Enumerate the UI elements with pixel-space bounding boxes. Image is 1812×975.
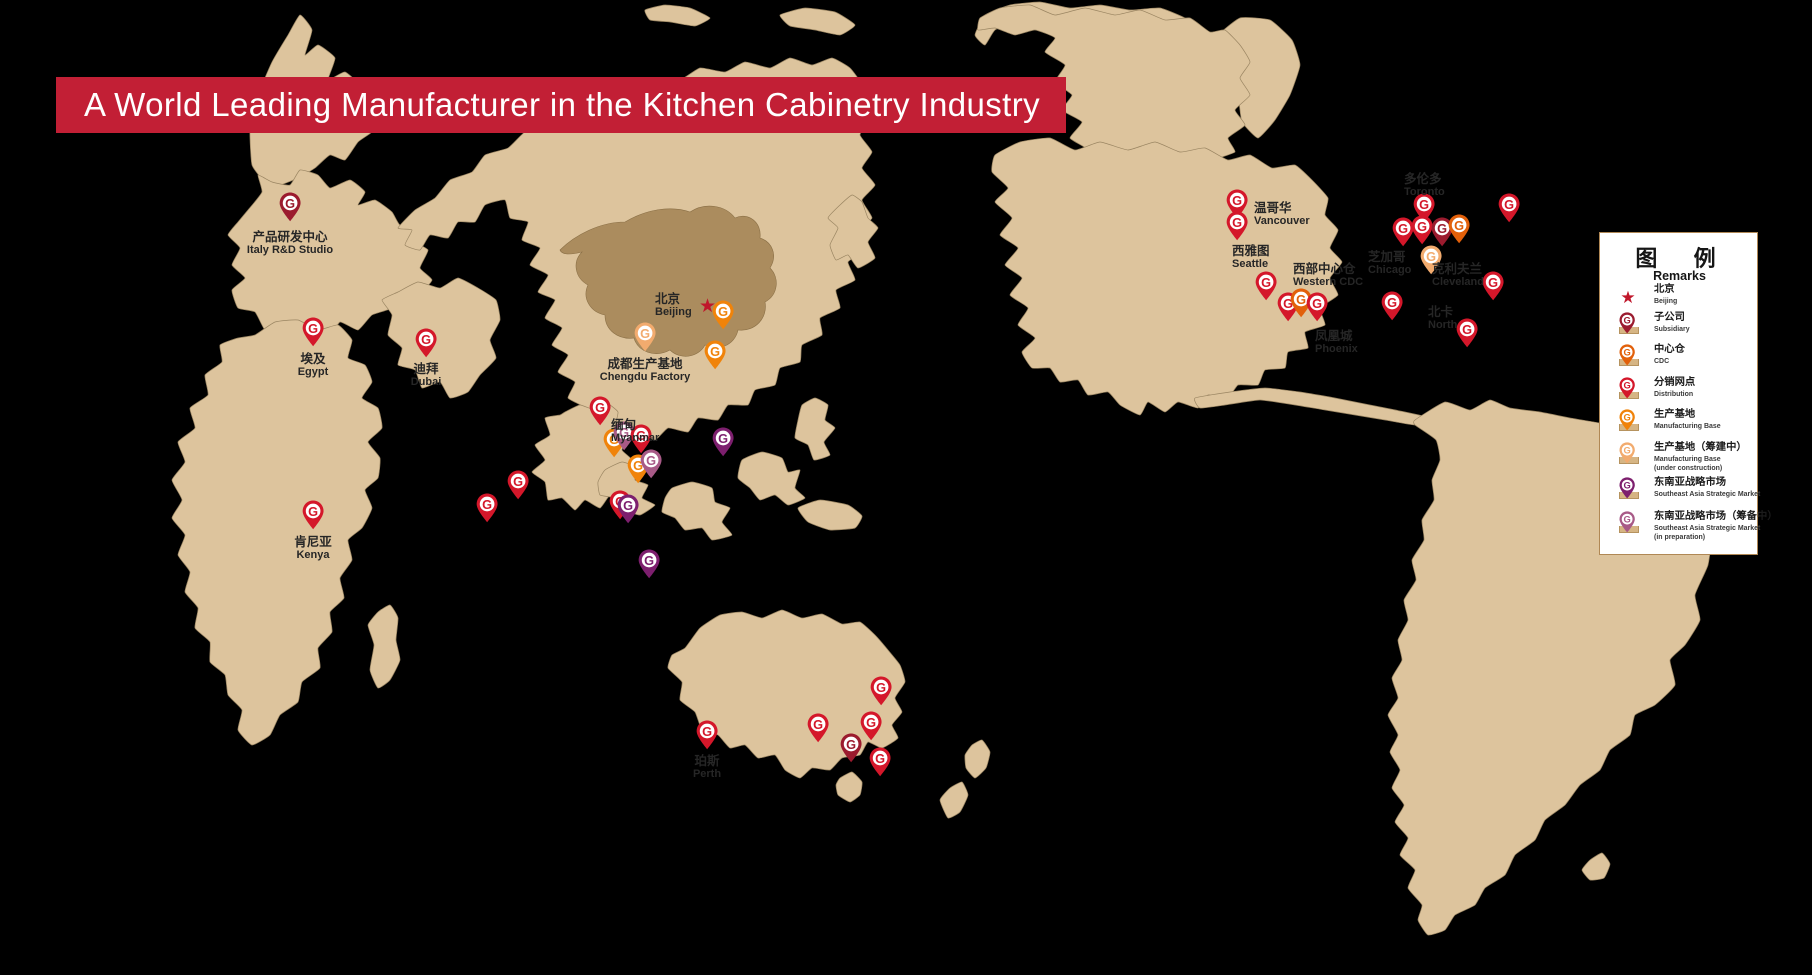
svg-text:G: G bbox=[1624, 315, 1631, 325]
svg-text:G: G bbox=[846, 737, 856, 752]
svg-text:G: G bbox=[644, 553, 654, 568]
svg-text:G: G bbox=[1261, 275, 1271, 290]
svg-text:G: G bbox=[513, 474, 523, 489]
svg-text:G: G bbox=[1454, 218, 1464, 233]
svg-text:G: G bbox=[421, 332, 431, 347]
svg-text:G: G bbox=[1624, 347, 1631, 357]
svg-text:G: G bbox=[1419, 197, 1429, 212]
svg-text:G: G bbox=[646, 453, 656, 468]
svg-text:G: G bbox=[308, 504, 318, 519]
svg-text:G: G bbox=[1232, 193, 1242, 208]
svg-text:G: G bbox=[595, 400, 605, 415]
svg-text:G: G bbox=[1296, 292, 1306, 307]
svg-text:G: G bbox=[1232, 215, 1242, 230]
svg-text:G: G bbox=[1624, 480, 1631, 490]
svg-text:G: G bbox=[702, 724, 712, 739]
svg-text:G: G bbox=[875, 751, 885, 766]
svg-text:G: G bbox=[640, 326, 650, 341]
svg-text:G: G bbox=[1624, 514, 1631, 524]
svg-text:G: G bbox=[1437, 221, 1447, 236]
svg-text:G: G bbox=[623, 498, 633, 513]
svg-text:G: G bbox=[1624, 412, 1631, 422]
svg-text:G: G bbox=[1417, 219, 1427, 234]
svg-text:G: G bbox=[308, 321, 318, 336]
svg-text:G: G bbox=[1624, 445, 1631, 455]
svg-text:G: G bbox=[866, 715, 876, 730]
svg-text:G: G bbox=[1504, 197, 1514, 212]
svg-text:G: G bbox=[1312, 296, 1322, 311]
svg-text:G: G bbox=[813, 717, 823, 732]
svg-text:G: G bbox=[1387, 295, 1397, 310]
svg-text:G: G bbox=[482, 497, 492, 512]
svg-text:G: G bbox=[1624, 380, 1631, 390]
svg-text:G: G bbox=[285, 196, 295, 211]
svg-text:G: G bbox=[876, 680, 886, 695]
